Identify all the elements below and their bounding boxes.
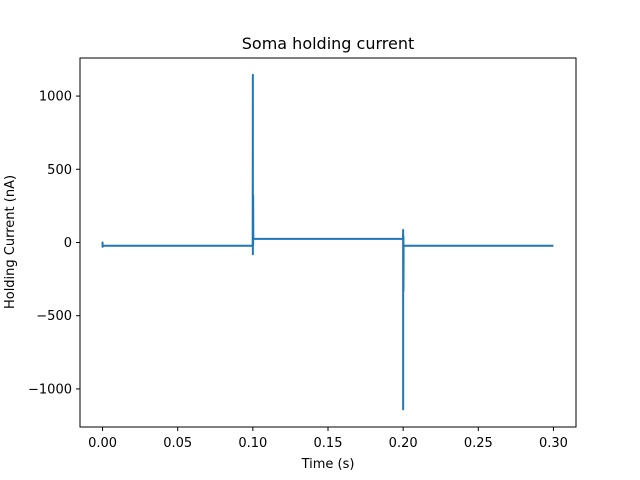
x-tick-label: 0.00	[88, 436, 117, 451]
y-axis-ticks: −1000 −500 0 500 1000	[28, 90, 80, 397]
x-tick-label: 0.15	[314, 436, 343, 451]
series-layer	[101, 73, 554, 411]
x-tick-label: 0.25	[464, 436, 493, 451]
series-line-0	[101, 73, 554, 411]
x-tick-label: 0.10	[238, 436, 267, 451]
y-axis-label: Holding Current (nA)	[3, 175, 18, 309]
y-tick-label: −500	[36, 309, 72, 324]
plot-area	[80, 58, 576, 427]
x-tick-label: 0.20	[389, 436, 418, 451]
y-tick-label: 500	[47, 163, 72, 178]
y-tick-label: 1000	[39, 90, 72, 105]
x-axis-ticks: 0.00 0.05 0.10 0.15 0.20 0.25 0.30	[88, 427, 568, 451]
x-tick-label: 0.30	[539, 436, 568, 451]
y-tick-label: −1000	[28, 382, 72, 397]
x-tick-label: 0.05	[163, 436, 192, 451]
chart-title: Soma holding current	[242, 34, 415, 53]
x-axis-label: Time (s)	[301, 457, 355, 472]
y-tick-label: 0	[64, 236, 72, 251]
